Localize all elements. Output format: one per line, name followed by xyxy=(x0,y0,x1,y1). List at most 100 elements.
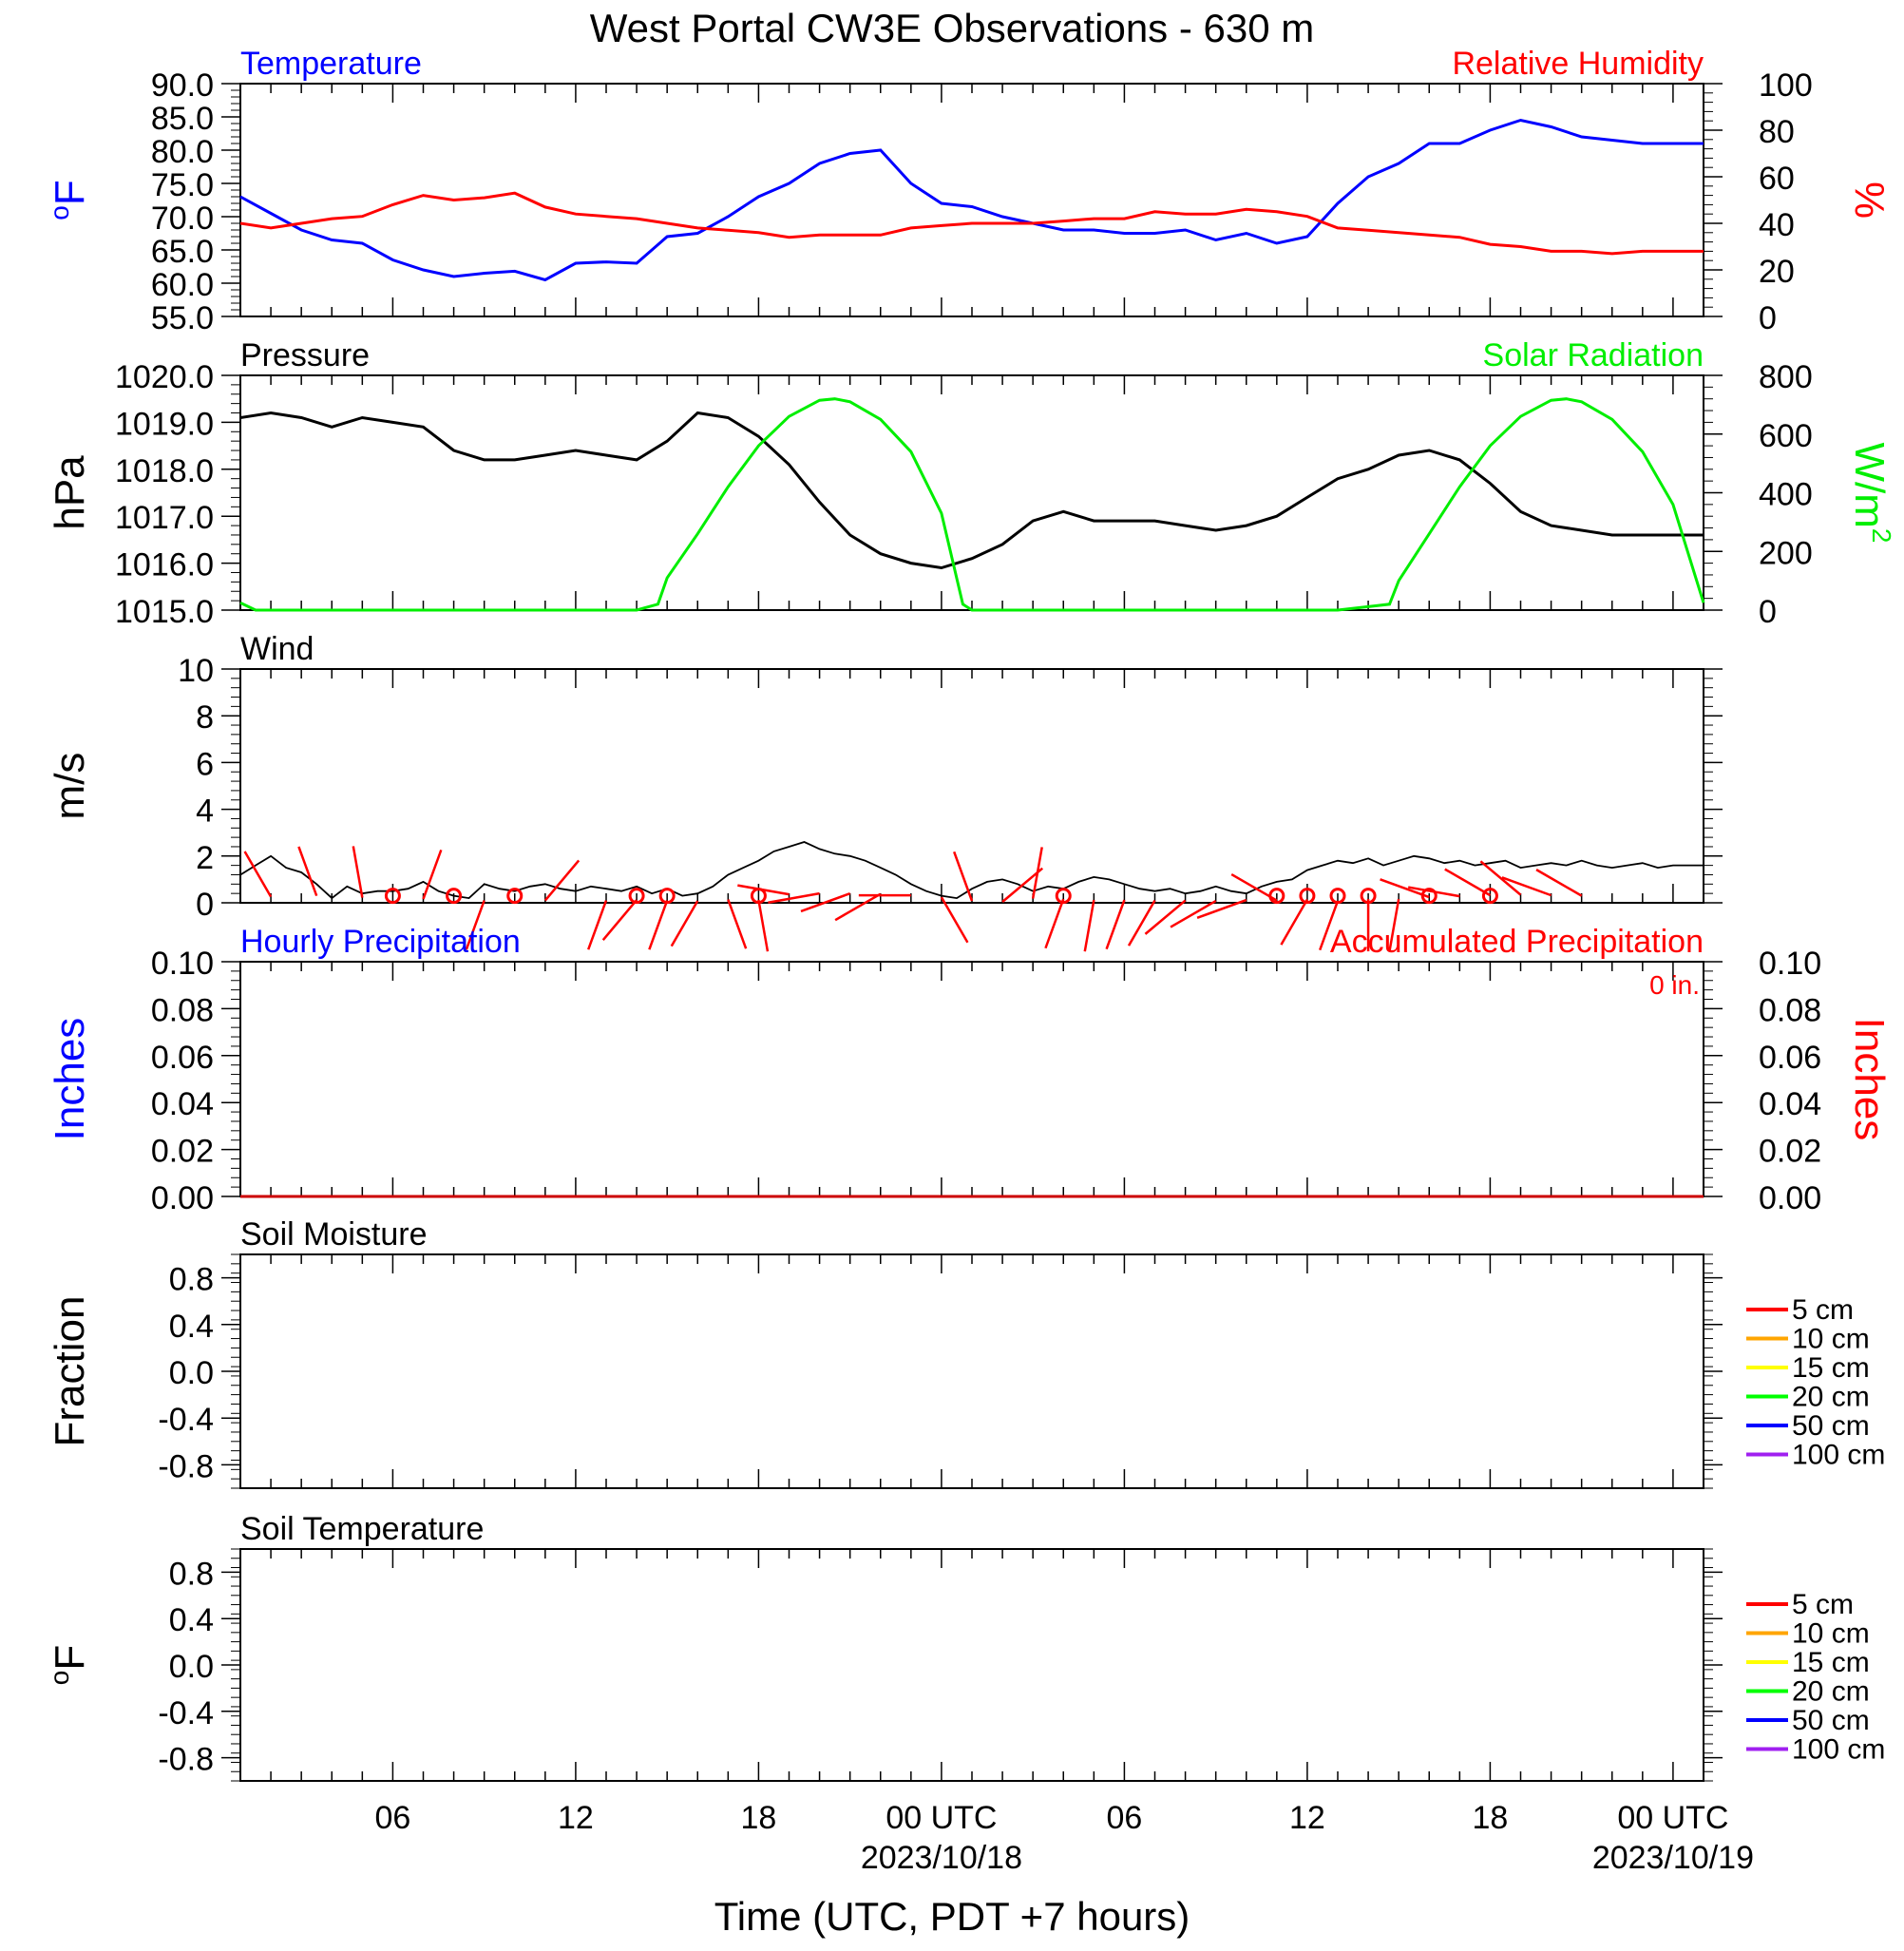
y-tick-label: 10 xyxy=(178,653,214,689)
y2-tick-label: 200 xyxy=(1759,535,1813,571)
calm-wind-marker xyxy=(446,888,463,905)
legend-label: 100 cm xyxy=(1792,1734,1885,1766)
legend-label: 5 cm xyxy=(1792,1294,1854,1326)
y2-tick-label: 0.02 xyxy=(1759,1134,1821,1170)
wind-direction-barb xyxy=(940,896,969,944)
y-tick-label: 6 xyxy=(196,746,214,782)
y2-tick-label: 0.00 xyxy=(1759,1180,1821,1216)
wind-direction-barb xyxy=(800,891,851,913)
y-tick-label: 0.8 xyxy=(169,1262,214,1298)
y-tick-label: 4 xyxy=(196,794,214,830)
y-tick-label: 90.0 xyxy=(151,67,214,104)
y2-tick-label: 0.10 xyxy=(1759,946,1821,982)
wind-direction-barb xyxy=(1127,899,1156,947)
wind-direction-barb xyxy=(1044,898,1065,949)
panel-pressure-solar: 1015.0 1016.0 1017.0 1018.0 1019.0 1020.0 0 200… xyxy=(47,337,1896,630)
wind-direction-barb xyxy=(1170,899,1217,928)
wind-direction-barb xyxy=(297,846,318,897)
calm-wind-marker xyxy=(1360,888,1377,905)
y-tick-label: 75.0 xyxy=(151,167,214,203)
y-tick-label: -0.8 xyxy=(158,1448,214,1484)
legend-label: 15 cm xyxy=(1792,1647,1870,1678)
y-tick-label: 1018.0 xyxy=(115,453,214,489)
y2-axis-label-unit: W/m xyxy=(1846,443,1893,528)
x-tick-date-label: 2023/10/19 xyxy=(1592,1840,1754,1876)
y-tick-label: 0.0 xyxy=(169,1649,214,1685)
panel-soil-moisture: -0.8 -0.4 0.0 0.4 0.8 Soil Moisture Fraction 5 … xyxy=(47,1216,1885,1489)
x-tick-label: 12 xyxy=(558,1800,594,1836)
y-axis-label-unit: F xyxy=(47,1645,93,1671)
wind-direction-barb xyxy=(1280,898,1308,946)
figure-title: West Portal CW3E Observations - 630 m xyxy=(590,6,1314,50)
y-axis-label: Fraction xyxy=(47,1296,93,1447)
calm-wind-marker xyxy=(1055,888,1072,905)
y2-axis-label: Inches xyxy=(1846,1018,1893,1141)
x-tick-label: 18 xyxy=(741,1800,777,1836)
wind-direction-barb xyxy=(587,900,608,950)
wind-direction-barb xyxy=(1144,899,1187,935)
calm-wind-marker xyxy=(506,888,524,905)
y2-tick-label: 600 xyxy=(1759,418,1813,454)
wind-direction-barb xyxy=(1479,860,1522,896)
panel-left-title: Hourly Precipitation xyxy=(240,924,521,960)
y-tick-label: 0.4 xyxy=(169,1602,214,1638)
y-tick-label: -0.4 xyxy=(158,1402,214,1438)
y2-tick-label: 0.04 xyxy=(1759,1086,1821,1122)
x-tick-label: 18 xyxy=(1473,1800,1509,1836)
y2-tick-label: 0 xyxy=(1759,300,1777,336)
legend-label: 50 cm xyxy=(1792,1410,1870,1442)
calm-wind-marker xyxy=(1329,888,1346,905)
y-tick-label: 0.8 xyxy=(169,1556,214,1592)
x-axis-label: Time (UTC, PDT +7 hours) xyxy=(714,1894,1190,1939)
y-tick-label: 2 xyxy=(196,840,214,876)
y-axis-label-unit: F xyxy=(47,180,93,205)
y-tick-label: 0.04 xyxy=(151,1086,214,1122)
wind-direction-barb xyxy=(1535,869,1583,897)
calm-wind-marker xyxy=(1268,888,1285,905)
wind-direction-barb xyxy=(1319,900,1340,951)
panel-left-title: Pressure xyxy=(240,337,370,373)
wind-direction-barb xyxy=(1196,898,1247,920)
panel-left-title: Soil Moisture xyxy=(240,1216,428,1253)
panel-right-title: Solar Radiation xyxy=(1483,337,1704,373)
y-axis-label-degree: o xyxy=(45,205,74,220)
y-tick-label: 8 xyxy=(196,699,214,736)
y-axis-label: Inches xyxy=(47,1018,93,1141)
wind-direction-barb xyxy=(834,892,882,922)
y2-tick-label: 80 xyxy=(1759,114,1795,150)
y2-tick-label: 0 xyxy=(1759,594,1777,630)
series-line-relative-humidity xyxy=(239,191,1704,256)
series-line-wind xyxy=(239,841,1704,900)
wind-direction-barb xyxy=(1388,898,1400,951)
y2-tick-label: 60 xyxy=(1759,161,1795,197)
y-tick-label: 80.0 xyxy=(151,134,214,170)
y2-tick-label: 40 xyxy=(1759,207,1795,243)
y-axis-label-degree: o xyxy=(45,1671,74,1686)
wind-direction-barb xyxy=(768,891,820,904)
y-axis-label: hPa xyxy=(47,455,93,530)
x-tick-date-label: 2023/10/18 xyxy=(861,1840,1022,1876)
wind-direction-barb xyxy=(1031,847,1043,899)
plot-frame xyxy=(239,374,1704,611)
x-tick-label: 06 xyxy=(375,1800,411,1836)
wind-direction-barb xyxy=(1083,899,1095,952)
y2-tick-label: 20 xyxy=(1759,254,1795,290)
panels: 55.060.065.070.075.080.085.090.002040608… xyxy=(45,46,1896,1782)
y-axis-label: oF xyxy=(45,1645,93,1685)
plot-frame xyxy=(239,1253,1704,1489)
y-tick-label: -0.8 xyxy=(158,1742,214,1778)
wind-direction-barb xyxy=(1001,867,1044,903)
legend-label: 15 cm xyxy=(1792,1352,1870,1384)
calm-wind-marker xyxy=(750,888,767,905)
plot-frame xyxy=(239,1548,1704,1782)
series-line-temperature xyxy=(239,118,1704,282)
x-tick-label: 00 UTC xyxy=(1617,1800,1728,1836)
calm-wind-marker xyxy=(658,888,676,905)
series-line-pressure xyxy=(239,411,1704,570)
y2-tick-label: 400 xyxy=(1759,477,1813,513)
y-tick-label: 0 xyxy=(196,887,214,923)
y-tick-label: 1016.0 xyxy=(115,547,214,583)
panel-annotation: 0 in. xyxy=(1649,970,1700,1000)
wind-direction-barb xyxy=(422,849,443,900)
legend-label: 100 cm xyxy=(1792,1440,1885,1471)
